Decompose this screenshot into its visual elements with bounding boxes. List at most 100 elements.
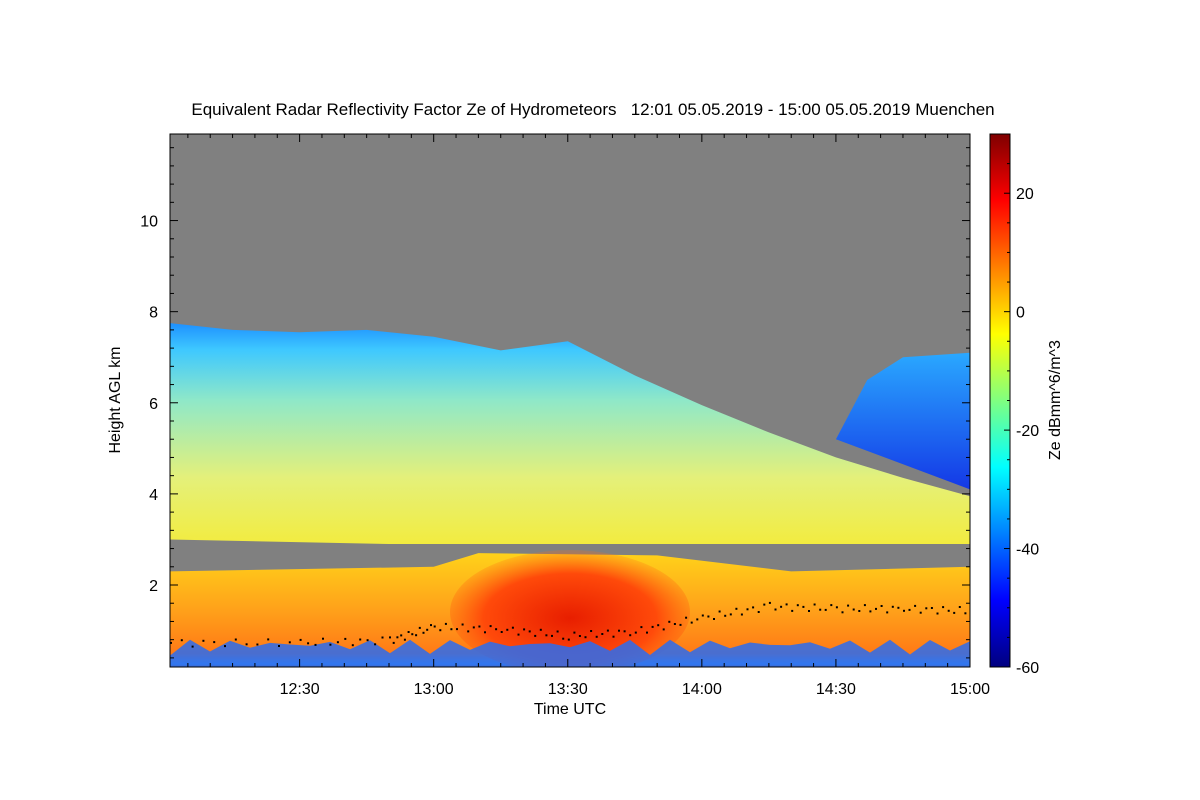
cloud-base-dot — [863, 604, 866, 607]
cloud-base-dot — [724, 614, 727, 617]
colorbar-tick-label: 20 — [1016, 186, 1034, 203]
upper-cloud-layer — [170, 323, 970, 544]
cloud-base-dot — [707, 615, 710, 618]
cloud-base-dot — [484, 631, 486, 634]
convective-core — [450, 550, 690, 667]
cloud-base-dot — [426, 628, 429, 631]
cloud-base-dot — [629, 634, 632, 637]
cloud-base-dot — [180, 639, 183, 642]
x-tick-label: 15:00 — [950, 681, 990, 698]
cloud-base-dot — [685, 616, 688, 619]
cloud-base-dot — [267, 638, 270, 641]
cloud-base-dot — [886, 611, 889, 614]
cloud-base-dot — [914, 604, 917, 607]
cloud-base-dot — [590, 630, 593, 632]
cloud-base-dot — [802, 605, 805, 608]
cloud-base-dot — [556, 630, 559, 633]
cloud-base-dot — [415, 634, 418, 637]
x-tick-label: 14:00 — [682, 681, 722, 698]
cloud-base-dot — [903, 609, 905, 612]
cloud-base-dot — [953, 611, 956, 614]
cloud-base-dot — [713, 618, 715, 620]
cloud-base-dot — [523, 628, 526, 631]
cloud-base-dot — [584, 636, 587, 639]
cloud-base-dot — [897, 606, 900, 609]
cloud-base-dot — [444, 622, 447, 625]
chart-title: Equivalent Radar Reflectivity Factor Ze … — [191, 100, 994, 119]
cloud-base-dot — [366, 639, 369, 642]
cloud-base-dot — [601, 633, 604, 635]
cloud-base-dot — [930, 607, 933, 609]
cloud-base-dot — [634, 631, 637, 634]
cloud-base-dot — [506, 628, 509, 631]
cloud-base-dot — [534, 634, 537, 637]
cloud-base-dot — [595, 635, 598, 638]
cloud-base-dot — [696, 618, 699, 621]
cloud-base-dot — [618, 629, 620, 632]
cloud-base-dot — [740, 613, 743, 616]
cloud-base-dot — [392, 641, 395, 644]
cloud-base-dot — [461, 623, 464, 626]
cloud-base-dot — [495, 628, 498, 631]
cloud-base-dot — [467, 630, 470, 633]
cloud-base-dot — [433, 625, 436, 628]
cloud-base-dot — [679, 623, 682, 626]
plot-frame — [169, 133, 971, 668]
cloud-base-dot — [774, 608, 777, 611]
cloud-base-dot — [213, 641, 216, 644]
y-tick-label: 6 — [149, 396, 158, 413]
colorbar-tick-label: -40 — [1016, 542, 1039, 559]
cloud-base-dot — [824, 608, 827, 611]
cloud-base-dot — [329, 643, 332, 646]
cloud-base-dot — [278, 645, 280, 647]
near-ground-noise-layer — [170, 639, 970, 667]
cloud-base-dot — [808, 610, 810, 612]
colorbar-tick-label: -20 — [1016, 423, 1039, 440]
detached-upper-cloud — [835, 352, 970, 490]
cloud-base-dot — [657, 624, 660, 627]
x-tick-label: 14:30 — [816, 681, 856, 698]
cloud-base-dot — [411, 633, 414, 636]
cloud-base-dot — [545, 634, 548, 637]
cloud-base-dot — [880, 605, 883, 607]
cloud-base-dot — [947, 609, 950, 612]
cloud-base-dot — [746, 608, 749, 611]
cloud-base-dot — [202, 639, 205, 642]
cloud-base-dot — [456, 628, 458, 631]
cloud-base-dot — [528, 630, 531, 633]
x-axis-label: Time UTC — [534, 701, 606, 718]
cloud-base-dot — [489, 625, 492, 628]
cloud-base-dot — [623, 630, 626, 633]
cloud-base-dot — [396, 636, 399, 639]
y-tick-label: 4 — [149, 487, 158, 504]
cloud-base-dot — [847, 604, 850, 607]
cloud-base-dot — [936, 612, 939, 615]
cloud-base-dot — [908, 608, 911, 611]
cloud-base-dot — [573, 631, 576, 634]
x-tick-label: 13:00 — [414, 681, 454, 698]
cloud-base-dot — [307, 642, 310, 645]
cloud-base-dot — [752, 606, 755, 609]
cloud-base-dot — [359, 638, 362, 641]
cloud-base-dot — [875, 607, 877, 610]
cloud-base-dot — [245, 643, 248, 646]
cloud-base-dot — [964, 612, 967, 615]
cloud-base-dot — [351, 644, 354, 647]
cloud-base-dot — [400, 634, 403, 637]
x-axis: 12:30 13:00 13:30 14:00 14:30 15:00 — [187, 134, 990, 698]
y-tick-label: 8 — [149, 305, 158, 322]
cloud-base-dot — [191, 645, 194, 648]
colorbar-label: Ze dBmm^6/m^3 — [1047, 340, 1064, 460]
cloud-base-dot — [478, 625, 481, 628]
y-axis-label: Height AGL km — [107, 346, 124, 453]
cloud-base-dot — [322, 637, 324, 640]
cloud-base-dot — [418, 626, 421, 629]
cloud-base-dot — [813, 603, 816, 606]
cloud-base-dot — [374, 643, 377, 646]
colorbar-tick-label: 0 — [1016, 305, 1025, 322]
cloud-base-dot — [606, 629, 609, 632]
cloud-base-dot — [869, 610, 872, 613]
cloud-base-dot — [646, 631, 648, 634]
cloud-base-dot — [925, 607, 928, 610]
